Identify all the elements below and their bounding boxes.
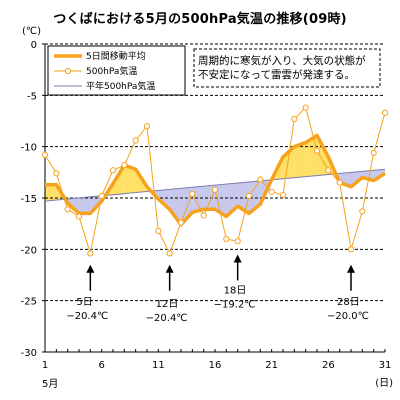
daily-point <box>325 167 332 174</box>
x-tick-label: 6 <box>98 360 104 371</box>
x-month-label: 5月 <box>42 378 58 390</box>
y-tick-label: 0 <box>31 40 37 51</box>
daily-point <box>121 162 128 169</box>
x-tick-label: 26 <box>322 360 335 371</box>
daily-point <box>41 151 49 158</box>
annotation-temp: −19.2℃ <box>214 299 256 310</box>
x-tick-label: 16 <box>209 360 222 371</box>
daily-point <box>302 104 309 111</box>
daily-point <box>155 227 162 234</box>
cold-anomaly-area <box>169 188 181 225</box>
legend-label-daily: 500hPa気温 <box>86 65 137 77</box>
annotation-date: 28日 <box>337 297 360 308</box>
daily-point <box>132 137 139 144</box>
warm-anomaly-area <box>305 135 317 177</box>
note-frame <box>193 48 381 88</box>
daily-point <box>359 208 366 215</box>
x-tick-label: 1 <box>42 360 48 371</box>
daily-point <box>200 212 207 219</box>
daily-point <box>291 115 298 123</box>
y-unit-label: (℃) <box>22 26 41 37</box>
x-tick-label: 11 <box>152 360 165 371</box>
y-tick-label: -10 <box>21 143 37 154</box>
annotation-temp: −20.4℃ <box>146 313 188 324</box>
daily-point <box>370 149 377 156</box>
annotation-date: 12日 <box>156 299 179 310</box>
annotation-date: 18日 <box>224 285 247 296</box>
y-tick-label: -15 <box>21 194 37 205</box>
y-tick-label: -25 <box>21 297 37 308</box>
daily-point <box>234 238 241 245</box>
legend-label-normal: 平年500hPa気温 <box>86 80 155 92</box>
daily-point <box>87 250 94 257</box>
annotation-temp: −20.0℃ <box>327 311 369 322</box>
cold-anomaly-area <box>79 196 91 214</box>
axes: 0-5-10-15-20-25-301 6 11 16 21 26 31(℃)(日)5月 <box>21 26 393 390</box>
x-tick-label: 21 <box>265 360 278 371</box>
daily-point <box>75 213 83 220</box>
daily-line <box>44 106 386 255</box>
daily-point <box>223 235 230 243</box>
legend-marker-daily <box>64 67 72 75</box>
annotation-temp: −20.4℃ <box>66 311 108 322</box>
annotations: 5日 −20.4℃ 12日 −20.4℃ 18日 −19.2℃ 28日 −20.0℃ <box>66 254 369 324</box>
note-line: 不安定になって雷雲が発達する。 <box>198 68 355 81</box>
daily-point <box>347 246 355 253</box>
daily-point <box>64 206 71 213</box>
y-tick-label: -20 <box>21 245 37 256</box>
annotation-date: 5日 <box>76 297 92 308</box>
annotation-arrow-head <box>165 264 174 273</box>
daily-point <box>336 179 343 186</box>
y-tick-label: -30 <box>21 348 37 359</box>
daily-point <box>211 186 219 193</box>
warm-anomaly-area <box>294 142 306 178</box>
daily-point <box>98 192 105 200</box>
x-tick-label: 31 <box>379 360 392 371</box>
cold-anomaly-area <box>158 189 170 210</box>
daily-point <box>245 192 253 200</box>
daily-point <box>109 167 117 174</box>
annotation-arrow-head <box>86 264 95 273</box>
note-line: 周期的に寒気が入り、大気の状態が <box>198 54 366 67</box>
legend-label-moving-average: 5日間移動平均 <box>86 50 146 62</box>
daily-point <box>257 176 264 183</box>
daily-point <box>279 191 287 199</box>
cold-anomaly-area <box>203 185 215 210</box>
cold-anomaly-area <box>215 184 227 217</box>
daily-point <box>268 188 275 195</box>
daily-point <box>166 250 173 257</box>
daily-series <box>41 104 389 257</box>
daily-point <box>189 190 196 197</box>
warm-anomaly-area <box>124 165 136 194</box>
chart-title: つくばにおける5月の500hPa気温の推移(09時) <box>53 12 347 27</box>
warm-anomaly-area <box>45 184 57 202</box>
y-tick-label: -5 <box>27 91 37 102</box>
moving-average-line <box>45 133 386 227</box>
daily-point <box>313 147 321 154</box>
annotation-arrow-head <box>233 254 242 263</box>
x-unit-label: (日) <box>375 378 393 389</box>
daily-point <box>53 170 60 177</box>
daily-point <box>381 109 389 116</box>
annotation-arrow-head <box>347 264 355 273</box>
moving-average-series <box>45 133 386 227</box>
daily-point <box>143 123 151 130</box>
daily-point <box>177 219 185 226</box>
